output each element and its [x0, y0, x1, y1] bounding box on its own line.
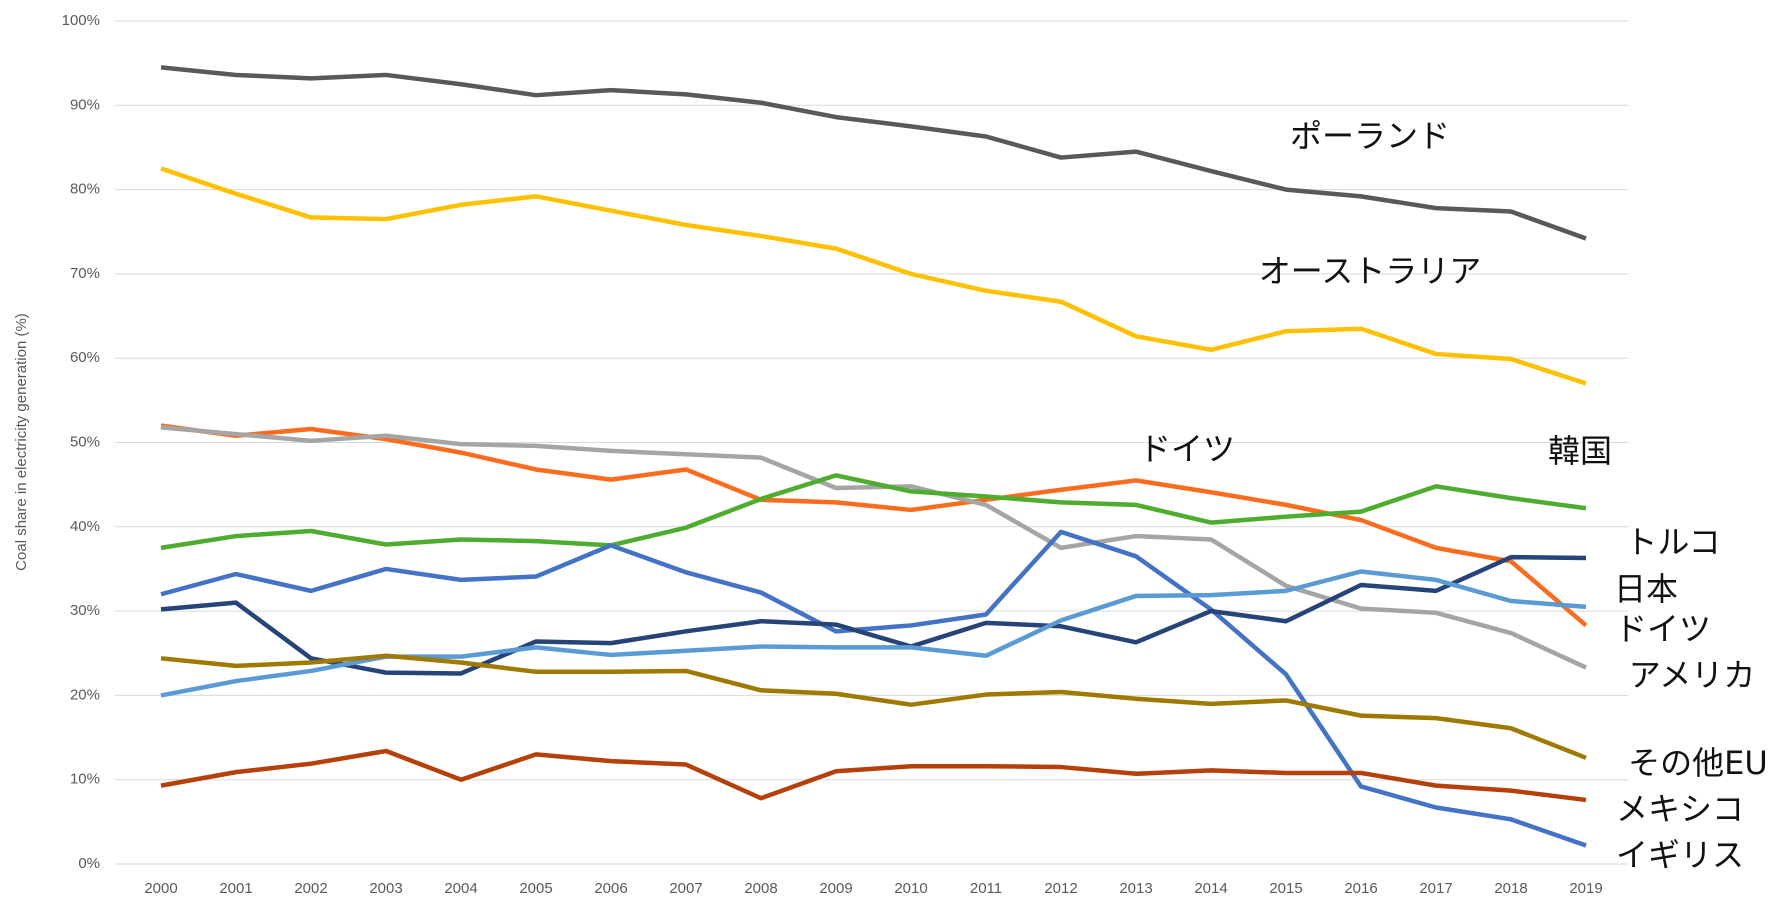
annotation: トルコ	[1625, 523, 1720, 561]
x-tick-label: 2007	[669, 880, 702, 897]
x-tick-label: 2005	[519, 880, 552, 897]
series-line	[160, 748, 1587, 803]
series-line	[160, 425, 1587, 670]
y-tick-label: 50%	[70, 433, 100, 450]
x-tick-label: 2015	[1269, 880, 1302, 897]
series-line	[160, 166, 1587, 386]
x-tick-label: 2019	[1569, 880, 1602, 897]
x-tick-label: 2008	[744, 880, 777, 897]
x-tick-label: 2013	[1119, 880, 1152, 897]
y-tick-label: 0%	[78, 855, 100, 872]
x-tick-label: 2006	[594, 880, 627, 897]
y-tick-label: 10%	[70, 771, 100, 788]
x-tick-label: 2002	[294, 880, 327, 897]
x-tick-label: 2018	[1494, 880, 1527, 897]
annotation: メキシコ	[1616, 790, 1744, 828]
y-axis-label: Coal share in electricity generation (%)	[13, 313, 30, 571]
annotation: 韓国	[1548, 432, 1612, 470]
y-tick-label: 20%	[70, 686, 100, 703]
x-tick-label: 2014	[1194, 880, 1227, 897]
x-tick-label: 2001	[219, 880, 252, 897]
annotation: 日本	[1614, 570, 1678, 608]
y-tick-label: 60%	[70, 349, 100, 366]
x-tick-label: 2004	[444, 880, 477, 897]
annotation: ドイツ	[1615, 610, 1711, 648]
x-tick-label: 2009	[819, 880, 852, 897]
annotation: オーストラリア	[1259, 252, 1481, 290]
y-tick-label: 70%	[70, 265, 100, 282]
x-tick-label: 2010	[894, 880, 927, 897]
y-tick-label: 30%	[70, 602, 100, 619]
annotation: イギリス	[1616, 836, 1744, 874]
annotation: アメリカ	[1629, 656, 1755, 694]
y-tick-label: 90%	[70, 96, 100, 113]
x-tick-label: 2011	[970, 880, 1002, 897]
series-line	[160, 65, 1587, 241]
series-line	[160, 554, 1587, 676]
series-line	[160, 423, 1588, 628]
series-line	[160, 529, 1587, 848]
annotation: ポーランド	[1290, 117, 1450, 155]
annotation: ドイツ	[1139, 430, 1235, 468]
y-tick-label: 80%	[70, 181, 100, 198]
series-line	[160, 653, 1587, 760]
y-tick-label: 40%	[70, 518, 100, 535]
x-tick-label: 2012	[1044, 880, 1077, 897]
annotation: その他EU	[1628, 744, 1768, 782]
x-tick-label: 2016	[1344, 880, 1377, 897]
x-tick-label: 2000	[144, 880, 177, 897]
x-tick-label: 2017	[1419, 880, 1452, 897]
x-tick-label: 2003	[369, 880, 402, 897]
series-line	[160, 473, 1587, 551]
y-tick-label: 100%	[62, 12, 100, 29]
